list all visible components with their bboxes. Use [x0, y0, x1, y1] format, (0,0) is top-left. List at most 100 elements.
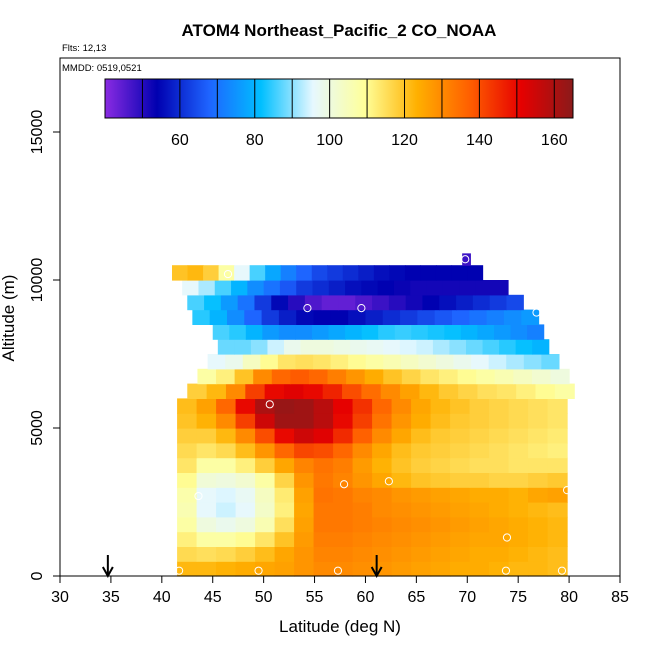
- heatmap-cell: [317, 339, 335, 355]
- heatmap-cell: [313, 457, 334, 473]
- heatmap-cell: [304, 294, 323, 311]
- heatmap-cell: [274, 472, 295, 488]
- heatmap-cell: [489, 502, 510, 518]
- heatmap-cell: [312, 324, 330, 340]
- heatmap-cell: [400, 309, 418, 325]
- heatmap-cell: [378, 324, 396, 340]
- heatmap-cell: [469, 531, 490, 547]
- heatmap-cell: [235, 472, 256, 488]
- sample-point: [501, 566, 511, 575]
- heatmap-cell: [372, 457, 393, 473]
- heatmap-cell: [469, 516, 490, 533]
- heatmap-cell: [216, 546, 237, 562]
- heatmap-cell: [532, 339, 550, 355]
- heatmap-cell: [459, 280, 477, 296]
- heatmap-cell: [528, 516, 549, 533]
- heatmap-cell: [508, 487, 529, 503]
- heatmap-cell: [427, 324, 445, 340]
- heatmap-cell: [391, 516, 412, 533]
- heatmap-cell: [333, 339, 351, 355]
- heatmap-cell: [278, 324, 297, 340]
- heatmap-cell: [235, 428, 256, 444]
- heatmap-cell: [177, 531, 198, 547]
- heatmap-cell: [271, 368, 291, 385]
- heatmap-cell: [444, 324, 462, 340]
- heatmap-cell: [206, 383, 227, 399]
- heatmap-cell: [177, 502, 198, 518]
- colorbar-tick-label: 120: [391, 132, 418, 149]
- date-label: MMDD: 0519,0521: [62, 63, 142, 74]
- heatmap-cell: [506, 294, 524, 311]
- heatmap-cell: [242, 354, 261, 370]
- x-tick-label: 55: [306, 589, 324, 606]
- heatmap-cell: [196, 531, 217, 547]
- heatmap-cell: [377, 280, 395, 296]
- heatmap-cell: [216, 502, 237, 518]
- heatmap-cell: [391, 413, 412, 429]
- heatmap-cell: [430, 502, 451, 518]
- heatmap-cell: [430, 531, 451, 547]
- heatmap-cell: [462, 253, 471, 266]
- heatmap-cell: [411, 398, 432, 414]
- heatmap-cell: [313, 398, 334, 414]
- x-tick-label: 80: [560, 589, 578, 606]
- heatmap-cell: [300, 339, 318, 355]
- heatmap-cell: [237, 294, 256, 311]
- heatmap-cell: [528, 472, 549, 488]
- heatmap-cell: [430, 457, 451, 473]
- heatmap-cell: [255, 428, 276, 444]
- heatmap-cell: [358, 265, 375, 281]
- heatmap-cell: [207, 354, 226, 370]
- heatmap-cell: [508, 531, 529, 547]
- heatmap-cell: [333, 487, 354, 503]
- heatmap-cell: [411, 413, 432, 429]
- heatmap-cell: [294, 502, 315, 518]
- heatmap-cell: [400, 383, 421, 399]
- heatmap-cell: [294, 487, 315, 503]
- heatmap-cell: [196, 457, 217, 473]
- heatmap-cell: [494, 368, 514, 385]
- heatmap-cell: [255, 472, 276, 488]
- heatmap-cell: [449, 339, 467, 355]
- heatmap-cell: [352, 531, 373, 547]
- heatmap-cell: [274, 487, 295, 503]
- heatmap-cell: [295, 324, 313, 340]
- heatmap-cell: [294, 531, 315, 547]
- heatmap-cell: [508, 457, 529, 473]
- heatmap-cell: [383, 368, 403, 385]
- heatmap-cell: [177, 472, 198, 488]
- heatmap-cell: [419, 383, 440, 399]
- heatmap-cell: [296, 280, 314, 296]
- heatmap-cell: [372, 546, 393, 562]
- heatmap-cell: [383, 354, 402, 370]
- heatmap-cell: [451, 265, 468, 281]
- heatmap-cell: [254, 294, 272, 311]
- heatmap-cell: [547, 398, 568, 414]
- x-tick-label: 75: [509, 589, 527, 606]
- heatmap-cell: [296, 309, 315, 325]
- sample-point: [265, 400, 274, 409]
- x-tick-label: 30: [51, 589, 69, 606]
- heatmap-cell: [294, 516, 315, 533]
- heatmap-cell: [274, 442, 295, 459]
- heatmap-cell: [438, 383, 459, 399]
- heatmap-cell: [489, 472, 510, 488]
- heatmap-cell: [225, 383, 246, 399]
- heatmap-cell: [249, 265, 266, 281]
- heatmap-cell: [333, 531, 354, 547]
- heatmap-cell: [192, 309, 211, 325]
- heatmap-cell: [382, 309, 401, 325]
- heatmap-cell: [420, 265, 437, 281]
- heatmap-cell: [460, 324, 479, 340]
- heatmap-cell: [204, 294, 222, 311]
- heatmap-cell: [333, 516, 354, 533]
- heatmap-cell: [547, 472, 568, 488]
- heatmap-cell: [366, 339, 384, 355]
- heatmap-cell: [411, 457, 432, 473]
- heatmap-cell: [296, 265, 313, 281]
- heatmap-cell: [263, 280, 281, 296]
- heatmap-cell: [450, 457, 471, 473]
- heatmap-cell: [247, 280, 265, 296]
- heatmap-cell: [508, 413, 529, 429]
- heatmap-cell: [393, 280, 411, 296]
